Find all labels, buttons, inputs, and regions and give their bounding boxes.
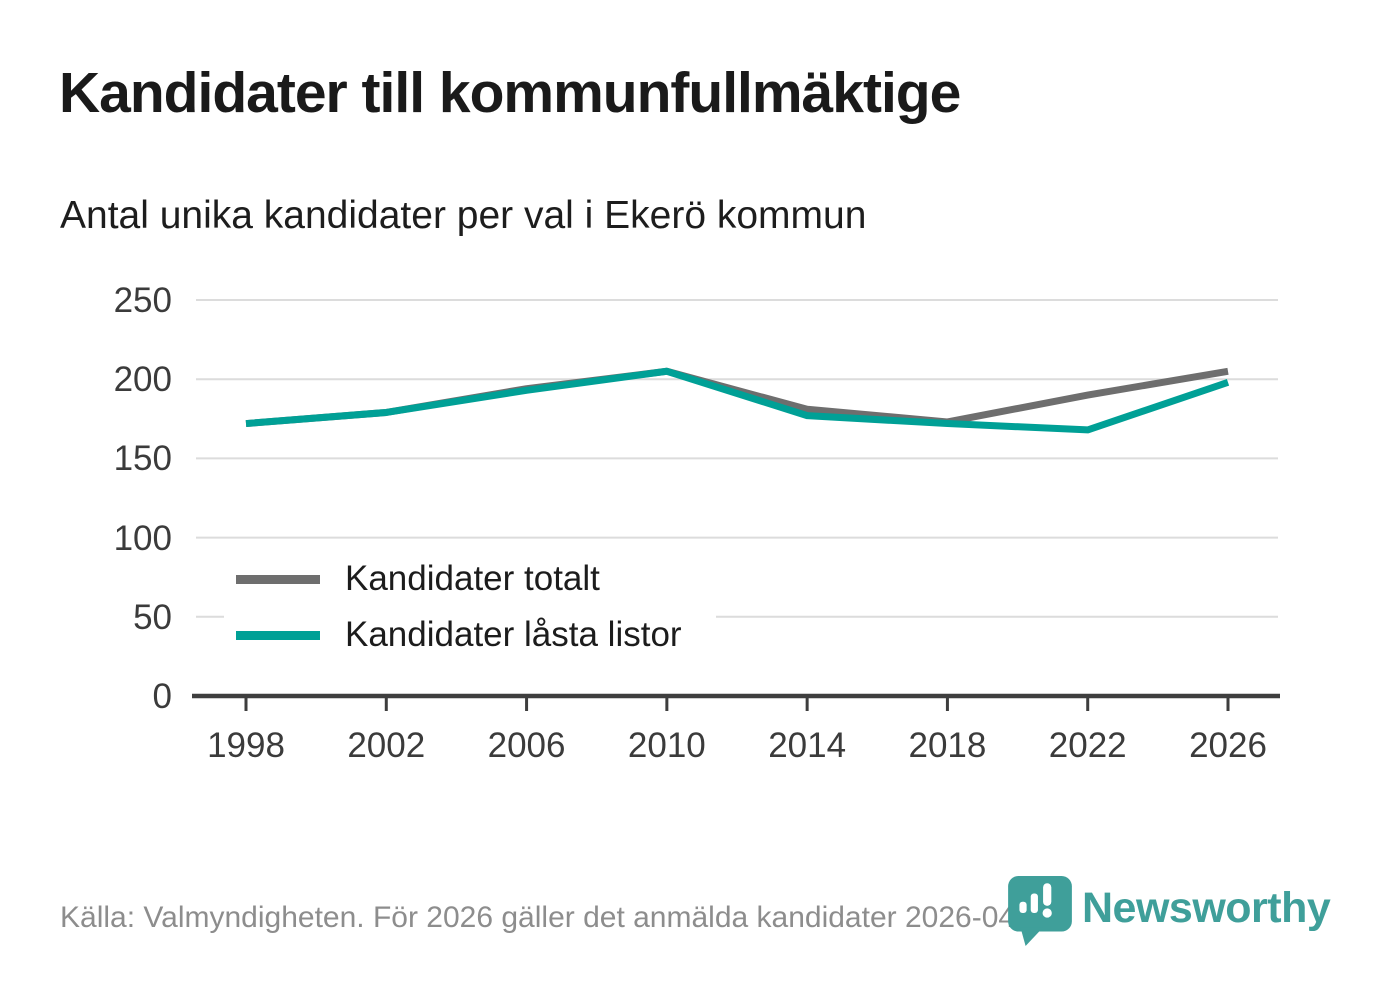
x-tick-label: 2002: [347, 726, 426, 765]
chart-legend: Kandidater totalt Kandidater låsta listo…: [224, 551, 716, 663]
source-note: Källa: Valmyndigheten. För 2026 gäller d…: [60, 901, 1067, 934]
y-tick-label: 150: [113, 439, 172, 479]
x-tick-label: 2026: [1189, 726, 1267, 765]
legend-item-lasta-listor: Kandidater låsta listor: [236, 610, 716, 660]
y-tick-label: 0: [152, 677, 172, 716]
y-tick-label: 100: [113, 518, 172, 558]
x-tick-label: 2014: [768, 726, 847, 765]
newsworthy-logo-icon: [1008, 876, 1072, 946]
chart-title: Kandidater till kommunfullmäktige: [59, 61, 961, 125]
x-tick-label: 2006: [487, 726, 566, 765]
x-tick-label: 2018: [908, 726, 987, 765]
y-tick-label: 250: [113, 281, 172, 320]
x-tick-label: 2010: [627, 726, 706, 765]
x-tick-label: 2022: [1048, 726, 1127, 765]
chart-subtitle: Antal unika kandidater per val i Ekerö k…: [60, 194, 867, 237]
legend-item-totalt: Kandidater totalt: [236, 554, 716, 604]
x-tick-label: 1998: [207, 726, 285, 765]
newsworthy-wordmark: Newsworthy: [1082, 884, 1331, 932]
legend-label-lasta-listor: Kandidater låsta listor: [345, 615, 682, 654]
series-line-1: [245, 367, 1230, 434]
legend-swatch-lasta-listor: [236, 630, 320, 640]
legend-swatch-totalt: [236, 574, 320, 584]
y-tick-label: 200: [113, 360, 172, 400]
legend-label-totalt: Kandidater totalt: [345, 559, 600, 598]
y-tick-label: 50: [133, 597, 172, 637]
